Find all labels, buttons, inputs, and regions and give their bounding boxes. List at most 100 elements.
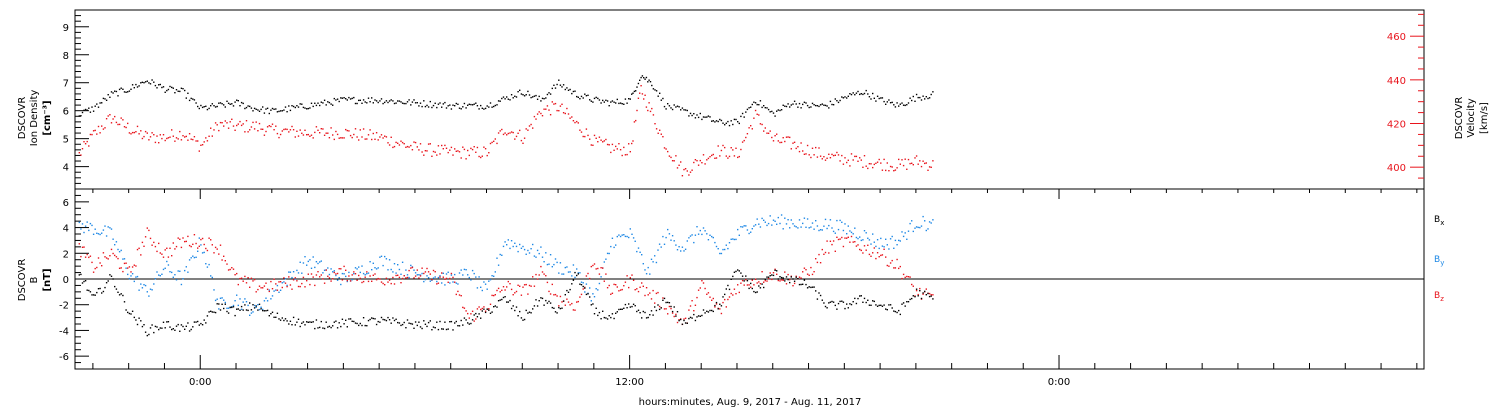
- density-point: [857, 90, 859, 93]
- by-point: [354, 267, 357, 269]
- by-point: [208, 263, 210, 266]
- by-point: [746, 229, 749, 231]
- velocity-point: [559, 105, 562, 107]
- by-point: [133, 280, 135, 283]
- bz-point: [704, 287, 706, 290]
- bz-point: [185, 240, 187, 243]
- density-point: [284, 106, 287, 108]
- density-point: [824, 104, 827, 107]
- bx-point: [746, 280, 749, 282]
- velocity-point: [741, 141, 744, 143]
- by-point: [96, 232, 98, 234]
- density-point: [684, 109, 687, 111]
- velocity-point: [911, 162, 913, 164]
- density-point: [177, 90, 179, 92]
- velocity-point: [299, 129, 301, 131]
- density-point: [737, 121, 739, 123]
- by-point: [696, 226, 698, 228]
- density-point: [785, 105, 788, 108]
- by-point: [920, 225, 923, 227]
- velocity-point: [657, 132, 659, 134]
- density-point: [201, 106, 204, 109]
- bz-point: [369, 275, 371, 277]
- velocity-point: [367, 134, 370, 136]
- velocity-point: [597, 141, 599, 143]
- velocity-point: [613, 149, 615, 151]
- bz-point: [733, 288, 736, 290]
- by-point: [481, 289, 483, 292]
- bz-point: [558, 305, 560, 307]
- bx-point: [764, 278, 766, 280]
- density-point: [795, 103, 797, 105]
- density-point: [673, 104, 675, 106]
- density-point: [369, 101, 371, 103]
- bz-point: [84, 256, 87, 258]
- bx-point: [375, 323, 378, 326]
- density-point: [501, 97, 503, 100]
- bx-point: [660, 307, 662, 309]
- velocity-point: [158, 142, 160, 144]
- density-point: [372, 102, 374, 104]
- bz-point: [234, 274, 236, 276]
- velocity-point: [889, 165, 892, 168]
- density-point: [431, 106, 433, 109]
- density-point: [190, 97, 192, 100]
- bx-point: [758, 285, 760, 287]
- velocity-point: [327, 132, 329, 134]
- bx-point: [236, 308, 238, 310]
- density-point: [408, 99, 410, 101]
- by-point: [551, 266, 553, 268]
- bx-point: [140, 320, 142, 322]
- bx-point: [855, 302, 858, 305]
- velocity-point: [704, 163, 706, 165]
- bz-point: [97, 257, 100, 259]
- velocity-point: [227, 127, 230, 129]
- velocity-point: [600, 139, 602, 141]
- density-point: [424, 105, 427, 108]
- bz-point: [727, 298, 729, 301]
- velocity-point: [640, 85, 642, 87]
- velocity-point: [314, 131, 316, 134]
- bz-point: [266, 288, 269, 290]
- by-point: [823, 225, 825, 227]
- density-point: [793, 100, 796, 102]
- by-point: [684, 248, 687, 250]
- velocity-point: [621, 154, 623, 157]
- velocity-point: [693, 161, 695, 164]
- velocity-point: [356, 136, 358, 138]
- bz-point: [696, 296, 698, 299]
- density-point: [652, 88, 655, 90]
- density-point: [585, 95, 588, 97]
- density-point: [208, 107, 210, 110]
- velocity-point: [925, 162, 927, 164]
- density-point: [206, 108, 209, 111]
- velocity-point: [515, 135, 518, 138]
- bx-point: [123, 301, 126, 303]
- bz-point: [192, 243, 194, 245]
- bz-point: [595, 268, 597, 270]
- bz-point: [358, 274, 360, 277]
- by-point: [891, 235, 893, 238]
- bx-point: [772, 274, 775, 277]
- bx-point: [636, 310, 638, 313]
- bx-point: [130, 313, 132, 315]
- velocity-point: [787, 136, 789, 138]
- by-point: [733, 238, 736, 241]
- velocity-point: [691, 169, 693, 171]
- velocity-point: [214, 122, 217, 124]
- bz-point: [767, 277, 770, 280]
- bx-point: [580, 284, 583, 286]
- bx-point: [226, 310, 228, 313]
- bx-point: [506, 301, 508, 303]
- by-point: [333, 270, 335, 272]
- bz-point: [297, 285, 300, 288]
- bz-point: [78, 243, 80, 245]
- bz-point: [634, 289, 636, 291]
- by-point: [473, 272, 475, 275]
- bz-point: [253, 278, 256, 281]
- velocity-point: [444, 144, 446, 147]
- velocity-point: [411, 149, 414, 151]
- bz-point: [81, 246, 84, 248]
- density-point: [538, 95, 540, 98]
- velocity-point: [780, 141, 783, 144]
